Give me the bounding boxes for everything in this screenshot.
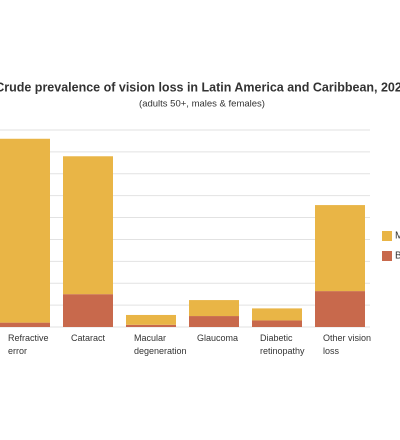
bar-segment: [189, 300, 239, 317]
x-tick-label: Refractive error: [8, 333, 49, 356]
bar-segment: [0, 322, 50, 327]
bar-segment: [0, 138, 50, 323]
x-tick-label: Cataract: [71, 333, 106, 343]
legend-label: M: [395, 231, 400, 242]
bar-segment: [126, 314, 176, 325]
bar-segment: [126, 324, 176, 327]
x-tick-label: Diabetic retinopathy: [260, 333, 305, 356]
bar-segment: [63, 294, 113, 327]
x-tick-label: Glaucoma: [197, 333, 238, 343]
chart-title: Crude prevalence of vision loss in Latin…: [0, 80, 400, 94]
x-tick-label: Other vision loss: [323, 333, 371, 356]
bar-segment: [63, 156, 113, 295]
x-tick-label: Macular degeneration: [134, 333, 187, 356]
legend-label: B: [395, 251, 400, 262]
bar-segment: [252, 308, 302, 321]
bar-segment: [252, 320, 302, 327]
bar-segment: [189, 316, 239, 327]
chart-subtitle: (adults 50+, males & females): [139, 99, 265, 110]
legend-swatch: [382, 251, 392, 261]
legend-swatch: [382, 231, 392, 241]
bar-segment: [315, 205, 365, 292]
bar-segment: [315, 291, 365, 327]
